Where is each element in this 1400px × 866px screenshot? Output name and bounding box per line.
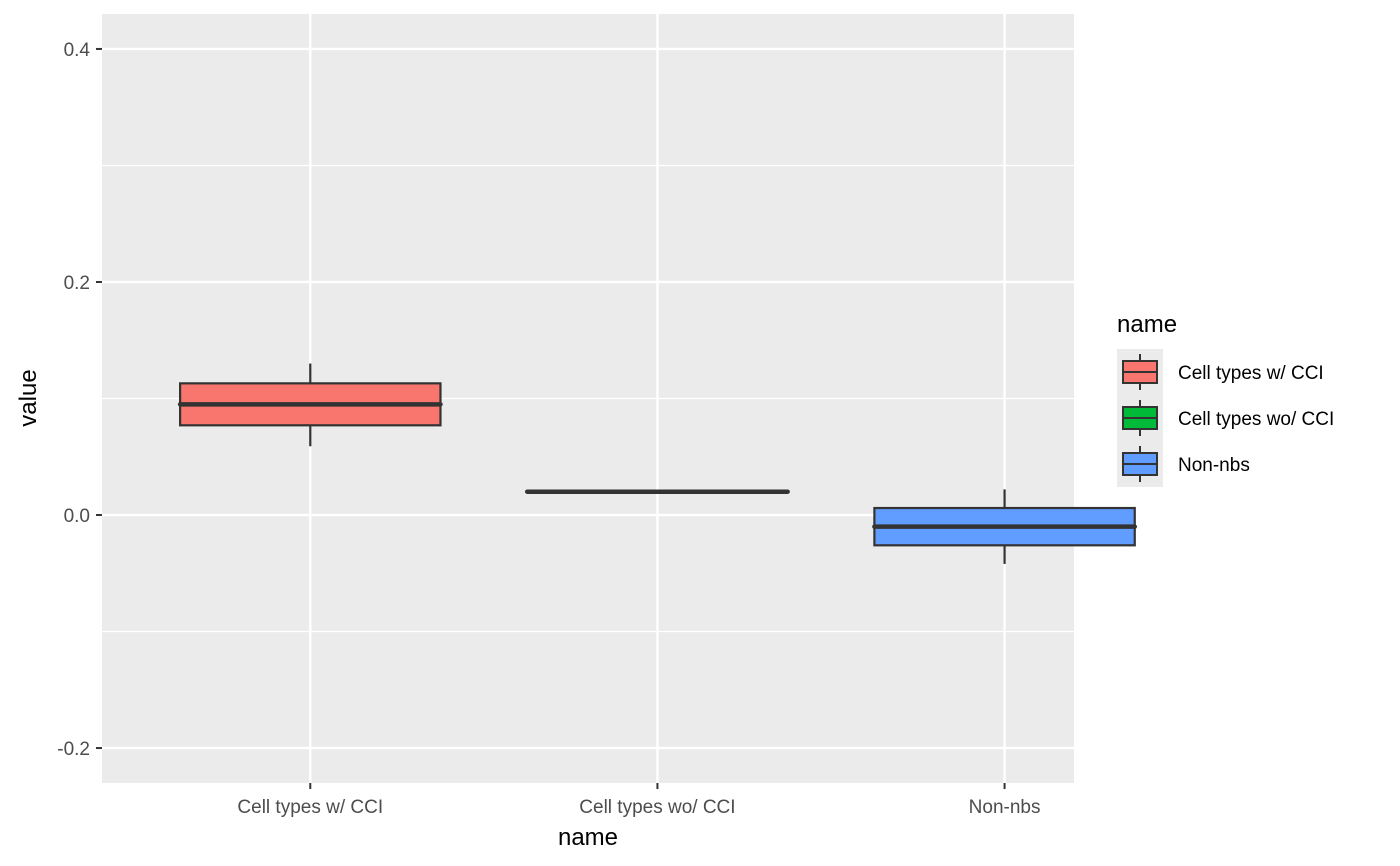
legend-entry: Cell types w/ CCI <box>1117 349 1324 395</box>
legend: name Cell types w/ CCI Cell types wo/ CCI… <box>1117 311 1334 487</box>
x-axis-title: name <box>558 824 618 851</box>
x-tick-label: Cell types wo/ CCI <box>579 797 735 818</box>
y-axis-title: value <box>15 369 42 426</box>
x-tick-label: Cell types w/ CCI <box>237 797 383 818</box>
y-tick-label: 0.0 <box>64 506 90 527</box>
y-tick-label: -0.2 <box>57 739 90 760</box>
y-tick-label: 0.2 <box>64 273 90 294</box>
major-gridlines <box>102 14 1074 783</box>
legend-label: Non-nbs <box>1178 455 1250 476</box>
legend-label: Cell types w/ CCI <box>1178 363 1324 384</box>
box-1 <box>177 363 443 447</box>
x-axis: Cell types w/ CCI Cell types wo/ CCI Non-n… <box>237 783 1040 818</box>
legend-title: name <box>1117 311 1177 338</box>
legend-entry: Cell types wo/ CCI <box>1117 395 1334 441</box>
boxes <box>177 363 1137 564</box>
y-tick-label: 0.4 <box>64 40 91 61</box>
x-tick-label: Non-nbs <box>969 797 1041 818</box>
box-3 <box>872 489 1137 564</box>
legend-label: Cell types wo/ CCI <box>1178 409 1334 430</box>
legend-entry: Non-nbs <box>1117 441 1250 487</box>
y-axis: -0.2 0.0 0.2 0.4 <box>57 40 102 760</box>
